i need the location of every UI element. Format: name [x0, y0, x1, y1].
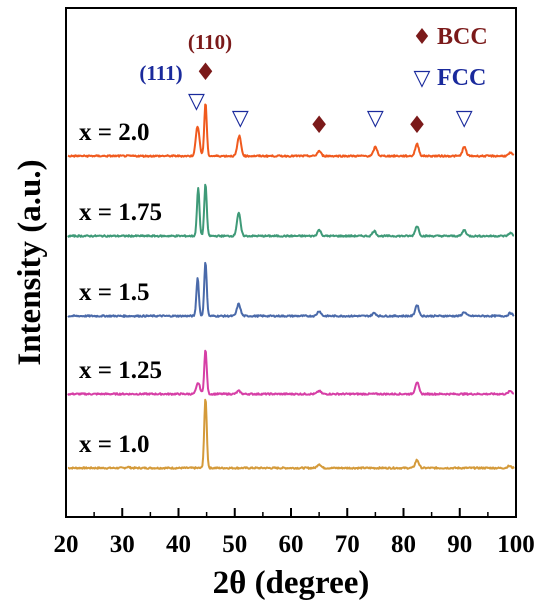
- series-line-2: [67, 261, 515, 318]
- x-axis-title: 2θ (degree): [213, 565, 370, 601]
- x-tick-label-70: 70: [335, 531, 360, 558]
- legend-symbol-bcc: ♦: [412, 25, 432, 50]
- fcc-marker: ▽: [456, 106, 473, 131]
- peak-label-110: (110): [188, 30, 232, 54]
- y-axis-title: Intensity (a.u.): [12, 159, 48, 365]
- x-tick-label-90: 90: [447, 531, 472, 558]
- series-line-1: [67, 349, 515, 396]
- series-label-4: x = 2.0: [79, 119, 150, 146]
- peak-label-111: (111): [139, 61, 182, 85]
- x-tick-label-100: 100: [497, 531, 535, 558]
- series-label-0: x = 1.0: [79, 431, 150, 458]
- x-tick-label-80: 80: [391, 531, 416, 558]
- series-line-3: [67, 183, 515, 238]
- legend-symbol-fcc: ▽: [414, 66, 431, 91]
- series-line-0: [67, 398, 515, 470]
- legend-label-fcc: FCC: [437, 65, 486, 91]
- fcc-marker: ▽: [367, 106, 384, 131]
- legend: ♦ BCC▽ FCC: [412, 24, 488, 91]
- plot-layer: x = 1.0 x = 1.25 x = 1.5 x = 1.75 x = 2.0 ♦ ▽ ▽…: [67, 30, 515, 470]
- fcc-marker: ▽: [188, 89, 205, 114]
- fcc-marker: ▽: [232, 106, 249, 131]
- x-tick-label-60: 60: [279, 531, 304, 558]
- axis-layer: 20 30 40 50 60 70 80 90 100: [54, 508, 535, 558]
- x-tick-label-50: 50: [222, 531, 247, 558]
- series-label-1: x = 1.25: [79, 357, 162, 384]
- x-tick-label-20: 20: [54, 531, 79, 558]
- bcc-marker: ♦: [406, 111, 428, 139]
- x-tick-label-40: 40: [166, 531, 191, 558]
- x-tick-label-30: 30: [110, 531, 135, 558]
- legend-label-bcc: BCC: [437, 24, 488, 50]
- series-line-4: [67, 103, 515, 158]
- series-label-3: x = 1.75: [79, 199, 162, 226]
- bcc-marker: ♦: [308, 111, 330, 139]
- series-label-2: x = 1.5: [79, 279, 150, 306]
- bcc-marker: ♦: [195, 58, 217, 86]
